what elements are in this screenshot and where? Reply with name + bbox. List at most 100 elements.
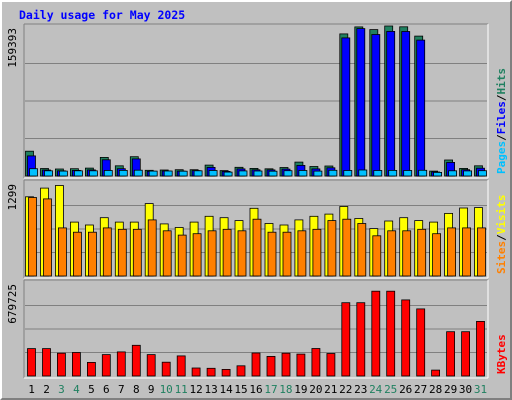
- bar-sites-21: [327, 220, 337, 277]
- bar-kbytes-12: [191, 367, 201, 377]
- bar-kbytes-21: [326, 353, 336, 377]
- bar-sites-28: [432, 233, 442, 277]
- legend-separator: /: [495, 234, 508, 241]
- bar-sites-17: [267, 231, 277, 277]
- bar-sites-16: [252, 218, 262, 277]
- bar-kbytes-29: [446, 331, 456, 377]
- bar-kbytes-6: [101, 354, 111, 377]
- bar-sites-6: [102, 227, 112, 277]
- bar-sites-9: [147, 219, 157, 277]
- bar-sites-12: [192, 233, 202, 277]
- bar-kbytes-23: [356, 302, 366, 377]
- legend-separator: /: [495, 94, 508, 101]
- x-tick-label-25: 25: [384, 383, 397, 396]
- bar-files-25: [386, 30, 396, 177]
- side-legend-visits-sites: Sites/Visits: [495, 195, 508, 275]
- bar-files-23: [356, 28, 366, 177]
- bar-kbytes-8: [131, 344, 141, 377]
- bar-sites-15: [237, 230, 247, 277]
- bar-pages-29: [448, 170, 458, 177]
- bar-pages-31: [478, 170, 487, 177]
- bar-sites-27: [417, 228, 427, 277]
- bar-kbytes-25: [386, 290, 396, 377]
- bar-kbytes-27: [416, 308, 426, 377]
- x-tick-label-9: 9: [148, 383, 155, 396]
- chart-title: Daily usage for May 2025: [19, 8, 185, 22]
- legend-hits: Hits: [495, 68, 508, 95]
- bar-sites-18: [282, 231, 292, 277]
- legend-separator: /: [495, 134, 508, 141]
- bar-sites-26: [402, 230, 412, 277]
- x-tick-label-31: 31: [474, 383, 487, 396]
- legend-kbytes: KBytes: [495, 334, 508, 374]
- bar-sites-11: [177, 234, 187, 277]
- bar-sites-8: [132, 228, 142, 277]
- bar-kbytes-30: [461, 331, 471, 377]
- y-max-label-hits-files-pages: 159393: [6, 28, 19, 68]
- series-kbytes: [27, 290, 485, 377]
- bar-pages-9: [148, 170, 158, 177]
- bar-sites-7: [117, 228, 127, 277]
- x-tick-label-5: 5: [88, 383, 95, 396]
- bar-pages-7: [118, 169, 128, 177]
- x-tick-label-14: 14: [219, 383, 233, 396]
- bar-kbytes-2: [42, 348, 51, 377]
- y-max-label-kbytes: 679725: [6, 284, 19, 324]
- bar-sites-4: [73, 231, 82, 277]
- x-tick-label-18: 18: [279, 383, 292, 396]
- bar-pages-18: [283, 170, 293, 177]
- bar-kbytes-9: [146, 354, 156, 377]
- bar-pages-8: [133, 169, 143, 177]
- panel-kbytes: 679725 KBytes: [6, 279, 508, 379]
- legend-sites: Sites: [495, 241, 508, 274]
- bar-files-24: [371, 34, 381, 177]
- bar-kbytes-10: [161, 361, 171, 377]
- bar-kbytes-17: [266, 355, 276, 377]
- bar-pages-23: [358, 169, 368, 177]
- panel-visits-sites: 1299 Sites/Visits: [6, 179, 508, 279]
- x-tick-label-28: 28: [429, 383, 442, 396]
- bar-pages-22: [343, 170, 353, 177]
- bar-sites-23: [357, 223, 367, 277]
- bar-kbytes-11: [176, 355, 186, 377]
- bar-pages-21: [328, 169, 338, 177]
- bar-pages-20: [313, 170, 323, 177]
- bar-sites-13: [207, 230, 217, 277]
- bar-pages-26: [403, 170, 413, 177]
- bar-sites-31: [477, 227, 486, 277]
- bar-pages-6: [103, 170, 113, 177]
- bar-kbytes-19: [296, 353, 306, 377]
- x-tick-label-22: 22: [339, 383, 352, 396]
- bar-kbytes-7: [116, 351, 126, 377]
- bar-files-26: [401, 31, 411, 177]
- bar-kbytes-24: [371, 290, 381, 377]
- x-tick-label-13: 13: [204, 383, 217, 396]
- x-tick-label-12: 12: [189, 383, 202, 396]
- x-tick-label-19: 19: [294, 383, 307, 396]
- x-tick-label-1: 1: [28, 383, 35, 396]
- x-tick-label-11: 11: [175, 383, 188, 396]
- bar-pages-14: [223, 171, 233, 177]
- x-tick-label-4: 4: [73, 383, 80, 396]
- bar-kbytes-13: [206, 367, 216, 377]
- bar-pages-25: [388, 169, 398, 177]
- x-tick-label-6: 6: [103, 383, 110, 396]
- bar-pages-27: [418, 169, 428, 177]
- bar-pages-1: [29, 168, 38, 177]
- legend-visits: Visits: [495, 195, 508, 235]
- bar-kbytes-5: [87, 361, 96, 377]
- bar-pages-30: [463, 170, 473, 177]
- x-tick-label-21: 21: [324, 383, 337, 396]
- bar-pages-24: [373, 170, 383, 177]
- bar-sites-5: [88, 231, 97, 277]
- bar-kbytes-22: [341, 302, 351, 377]
- x-tick-label-17: 17: [264, 383, 277, 396]
- bar-kbytes-14: [221, 368, 231, 377]
- bar-sites-22: [342, 218, 352, 277]
- series-pages: [29, 168, 487, 177]
- bar-pages-11: [178, 170, 188, 177]
- bar-pages-5: [89, 170, 98, 177]
- x-tick-label-2: 2: [43, 383, 50, 396]
